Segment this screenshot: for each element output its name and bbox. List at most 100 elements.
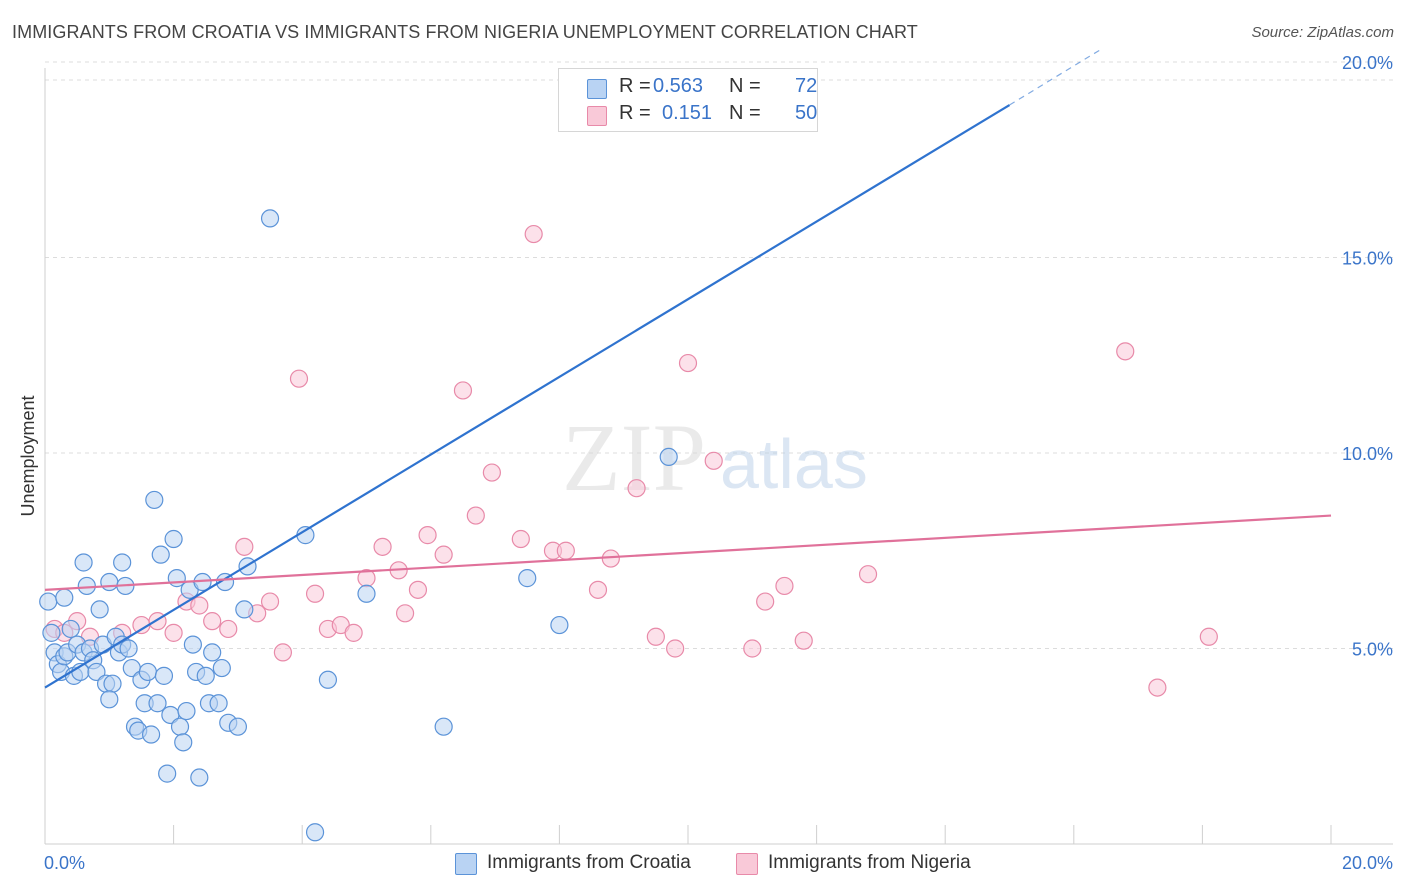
croatia-point	[260, 209, 280, 228]
y-tick-label: 10.0%	[1342, 444, 1393, 464]
watermark-atlas: atlas	[720, 425, 868, 503]
croatia-point	[357, 584, 376, 603]
y-tick-label: 5.0%	[1352, 640, 1393, 660]
legend-r-value: 0.563	[653, 75, 704, 97]
croatia-point	[190, 768, 209, 787]
legend-n-label: N =	[729, 75, 761, 97]
axis-layer: 5.0% 10.0% 15.0% 20.0%	[44, 53, 1393, 845]
legend-n-label: N =	[729, 102, 761, 124]
y-tick-label: 20.0%	[1342, 53, 1393, 73]
nigeria-point	[743, 639, 762, 658]
croatia-point	[518, 569, 537, 588]
nigeria-point	[756, 592, 775, 611]
nigeria-point	[289, 369, 309, 388]
croatia-point	[318, 670, 338, 689]
chart-title: IMMIGRANTS FROM CROATIA VS IMMIGRANTS FR…	[12, 22, 918, 42]
croatia-point	[183, 635, 202, 654]
croatia-point	[228, 717, 247, 736]
legend-r-value: 0.151	[662, 102, 713, 124]
nigeria-point	[588, 580, 608, 599]
croatia-point	[550, 615, 569, 635]
croatia-point	[235, 600, 254, 619]
bottom-legend-label: Immigrants from Croatia	[487, 852, 691, 873]
croatia-point	[209, 694, 228, 713]
nigeria-point	[203, 612, 222, 631]
croatia-point	[305, 823, 325, 842]
croatia-swatch	[455, 853, 477, 875]
croatia-point	[39, 592, 58, 611]
croatia-point	[55, 588, 74, 607]
nigeria-point	[373, 537, 392, 556]
legend-r-label: R =	[619, 75, 651, 97]
nigeria-swatch	[587, 106, 607, 126]
nigeria-swatch	[736, 853, 758, 875]
nigeria-point	[524, 224, 543, 244]
croatia-point	[158, 764, 177, 783]
croatia-point	[212, 658, 231, 678]
nigeria-point	[775, 576, 794, 596]
nigeria-point	[1116, 342, 1135, 361]
trend-layer	[44, 49, 1332, 689]
nigeria-point	[646, 627, 665, 646]
croatia-point	[100, 690, 119, 709]
nigeria-point	[418, 526, 437, 545]
croatia-point	[42, 623, 61, 642]
croatia-point	[145, 490, 164, 510]
nigeria-point	[273, 643, 293, 662]
croatia-trend-extension	[1009, 49, 1100, 106]
legend-n-value: 72	[795, 75, 818, 97]
x-tick-label-max: 20.0%	[1342, 853, 1393, 873]
legend-n-value: 50	[795, 102, 818, 124]
nigeria-point	[190, 596, 209, 615]
nigeria-point	[666, 639, 685, 658]
nigeria-point	[1148, 678, 1167, 697]
croatia-point	[87, 662, 106, 682]
nigeria-point	[482, 463, 501, 482]
nigeria-point	[466, 506, 485, 525]
nigeria-point	[678, 353, 698, 373]
nigeria-point	[1199, 627, 1218, 646]
nigeria-point	[305, 584, 325, 603]
nigeria-point	[260, 592, 280, 611]
nigeria-point	[453, 381, 473, 400]
nigeria-point	[858, 565, 878, 584]
nigeria-point	[434, 545, 453, 564]
nigeria-point	[794, 631, 813, 650]
croatia-point	[151, 545, 170, 564]
croatia-point	[659, 447, 678, 467]
bottom-legend-label: Immigrants from Nigeria	[768, 852, 971, 873]
legend-r-label: R =	[619, 102, 651, 124]
croatia-point	[90, 600, 109, 619]
croatia-point	[154, 666, 174, 685]
nigeria-point	[219, 619, 238, 639]
nigeria-point	[344, 623, 363, 642]
nigeria-point	[511, 529, 530, 549]
correlation-legend: R = 0.563 N = 72 R = 0.151 N = 50	[558, 68, 818, 132]
croatia-points	[39, 209, 678, 842]
croatia-swatch	[587, 79, 607, 99]
croatia-point	[170, 717, 190, 736]
nigeria-point	[235, 537, 254, 556]
croatia-point	[113, 553, 132, 572]
croatia-point	[203, 643, 222, 662]
nigeria-trend-line	[44, 514, 1332, 591]
nigeria-point	[164, 623, 183, 642]
croatia-point	[196, 666, 215, 685]
croatia-point	[174, 733, 193, 752]
croatia-point	[141, 725, 161, 744]
y-axis-label: Unemployment	[18, 395, 38, 516]
nigeria-point	[408, 580, 428, 599]
croatia-point	[100, 572, 119, 592]
croatia-point	[61, 619, 80, 639]
croatia-point	[138, 662, 157, 682]
croatia-point	[434, 717, 453, 736]
croatia-point	[74, 553, 93, 572]
nigeria-point	[395, 604, 415, 623]
x-tick-label-min: 0.0%	[44, 853, 85, 873]
croatia-point	[119, 639, 138, 658]
croatia-point	[77, 576, 96, 596]
croatia-point	[103, 674, 122, 693]
croatia-trend-line	[44, 104, 1011, 689]
croatia-point	[177, 701, 196, 721]
